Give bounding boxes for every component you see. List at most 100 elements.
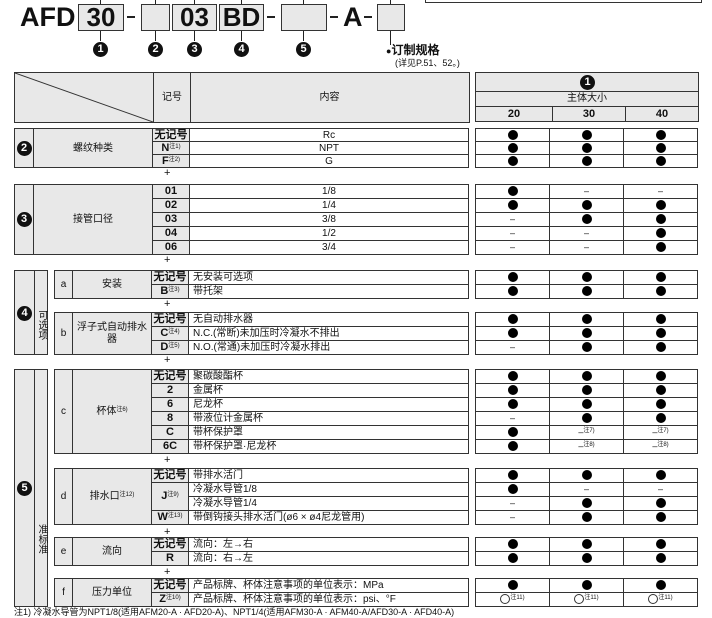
size-cell (623, 240, 698, 255)
not-available-dash: – (509, 228, 515, 238)
size-cell (475, 284, 550, 299)
available-dot-icon (507, 272, 518, 283)
available-dot-icon (581, 539, 592, 550)
size-row (475, 312, 698, 327)
size-row: 注11) 注11) 注11) (475, 592, 698, 607)
marker-1-icon: 1 (93, 42, 108, 57)
option-content: 流向：左→右 (188, 537, 469, 552)
available-dot-icon (581, 413, 592, 424)
size-cell (475, 141, 550, 155)
group-letter: b (54, 312, 73, 355)
option-code: 无记号 (152, 128, 190, 142)
section-label: 螺纹种类 (33, 128, 153, 168)
available-dot-icon (655, 129, 666, 140)
option-group-f: f 压力单位 无记号 产品标牌、杯体注意事项的单位表示：MPa Z注10) 产品标牌、杯体… (54, 578, 469, 607)
not-available-dash: – (509, 413, 515, 423)
size-row (475, 551, 698, 566)
option-content: 3/8 (189, 212, 469, 227)
model-box: BD (219, 4, 264, 31)
group-letter: f (54, 578, 73, 607)
size-cell (623, 312, 698, 327)
size-cell (623, 510, 698, 525)
plus-sign: + (164, 454, 171, 466)
option-code: 6C (151, 439, 189, 454)
option-group-d: d 排水口注12) 无记号 带排水活门 J注9) 冷凝水导管1/8 冷凝水导管1/4 W注13… (54, 468, 469, 525)
group-label-text: 流向 (102, 545, 122, 557)
size-cell (549, 312, 624, 327)
option-code: C (151, 425, 189, 440)
code-text: 2 (166, 384, 174, 396)
group-label-text: 安装 (102, 278, 122, 290)
size-row: – – (475, 482, 698, 497)
size-header: 1 主体大小 20 30 40 (475, 72, 699, 122)
size-cell (475, 482, 550, 497)
option-content: 产品标牌、杯体注意事项的单位表示：MPa (188, 578, 469, 593)
group-letter: a (54, 270, 73, 299)
option-content: 1/4 (189, 198, 469, 213)
group-label-text: 排水口 (89, 490, 120, 502)
table-row: b 浮子式自动排水器 无记号 无自动排水器 (54, 312, 469, 355)
section-5-frame: 5 准标准 (14, 369, 48, 607)
option-content: 带杯保护罩·尼龙杯 (188, 439, 469, 454)
optional-circle-icon (574, 594, 585, 605)
size-cell (549, 270, 624, 285)
group-label: 浮子式自动排水器 (72, 312, 152, 355)
available-dot-icon (655, 342, 666, 353)
size-row (475, 578, 698, 593)
size-cell (475, 439, 550, 454)
size-cell: 注11) (549, 592, 624, 607)
available-dot-icon (655, 200, 666, 211)
code-text: 04 (164, 227, 178, 239)
size-availability-table (475, 270, 698, 299)
size-row: – – (475, 240, 698, 255)
option-content: 聚碳酸酯杯 (188, 369, 469, 384)
option-code: 03 (152, 212, 190, 227)
not-available-dash: – (652, 427, 658, 437)
available-dot-icon (581, 342, 592, 353)
size-cell (549, 369, 624, 384)
code-text: 无记号 (153, 313, 187, 325)
size-cell (623, 496, 698, 511)
option-content: 无安装可选项 (188, 270, 469, 285)
size-title: 主体大小 (476, 92, 698, 107)
not-available-dash: – (657, 484, 663, 494)
size-cell (549, 411, 624, 426)
size-cell (549, 397, 624, 412)
available-dot-icon (655, 413, 666, 424)
table-row: f 压力单位 无记号 产品标牌、杯体注意事项的单位表示：MPa (54, 578, 469, 607)
size-cell (475, 198, 550, 213)
code-text: 02 (164, 199, 178, 211)
option-content: 金属杯 (188, 383, 469, 398)
available-dot-icon (655, 142, 666, 153)
available-dot-icon (507, 328, 518, 339)
table-row: 8 带液位计金属杯 (55, 411, 469, 426)
table-row: a 安装 无记号 无安装可选项 (54, 270, 469, 299)
code-text: R (166, 552, 174, 564)
option-group-c: c 杯体注6) 无记号 聚碳酸酯杯 2 金属杯 6 尼龙杯 8 带液位计金属杯 C 带杯保护罩 6C 带杯… (54, 369, 469, 454)
size-row (475, 154, 698, 168)
option-content: 产品标牌、杯体注意事项的单位表示：psi、°F (188, 592, 469, 607)
option-code: R (151, 551, 189, 566)
available-dot-icon (581, 498, 592, 509)
available-dot-icon (507, 186, 518, 197)
model-suffix: A (343, 2, 363, 32)
model-box (377, 4, 405, 31)
section-number: 3 (14, 184, 34, 255)
code-note: 注3) (168, 287, 180, 293)
available-dot-icon (507, 200, 518, 211)
size-cell: – (475, 496, 550, 511)
option-content: N.O.(常通)未加压时冷凝水排出 (188, 340, 469, 355)
table-row: F注2) G (15, 154, 469, 168)
available-dot-icon (655, 470, 666, 481)
content-column-header: 内容 (319, 92, 340, 103)
available-dot-icon (507, 470, 518, 481)
code-text: Z (159, 593, 167, 605)
connector-line (194, 0, 195, 4)
option-code: 无记号 (151, 468, 189, 483)
option-code: 无记号 (151, 312, 189, 327)
option-group-e: e 流向 无记号 流向：左→右 R 流向：右→左 (54, 537, 469, 566)
available-dot-icon (507, 129, 518, 140)
code-column-header: 记号 (153, 73, 191, 122)
option-section-2: 2 螺纹种类 无记号 Rc N注1) NPT F注2) G (14, 128, 469, 168)
section-vertical-label: 准标准 (34, 370, 48, 606)
